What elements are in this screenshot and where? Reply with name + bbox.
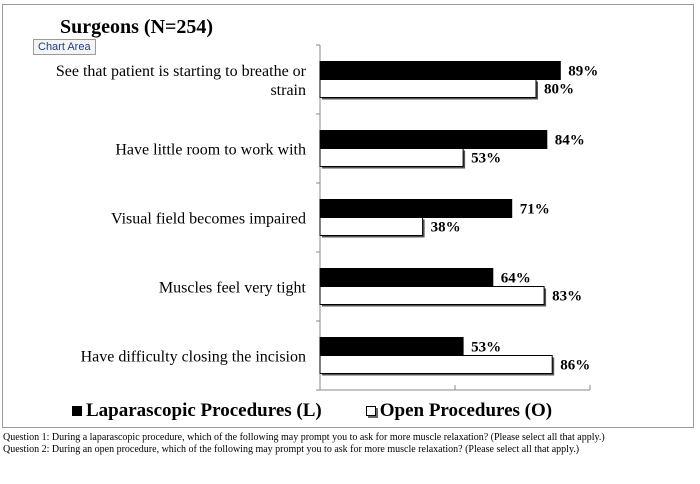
- data-label-open: 53%: [471, 151, 501, 167]
- category-label: strain: [270, 82, 306, 99]
- legend-swatch-laparoscopic: [72, 406, 82, 416]
- chart-title: Surgeons (N=254): [60, 16, 214, 38]
- bar-laparoscopic: [319, 337, 464, 356]
- bar-open: [319, 79, 537, 98]
- bar-laparoscopic: [319, 130, 548, 149]
- legend: Laparascopic Procedures (L) Open Procedu…: [72, 398, 672, 424]
- legend-item-open: Open Procedures (O): [365, 400, 553, 422]
- data-label-laparoscopic: 84%: [555, 133, 585, 149]
- footnote-question-1: Question 1: During a laparascopic proced…: [3, 432, 605, 443]
- bar-laparoscopic: [319, 199, 513, 218]
- data-label-open: 38%: [431, 220, 461, 236]
- data-label-open: 86%: [560, 358, 590, 374]
- data-label-laparoscopic: 53%: [471, 340, 501, 356]
- legend-label-laparoscopic: Laparascopic Procedures (L): [86, 400, 322, 421]
- legend-label-open: Open Procedures (O): [379, 400, 553, 421]
- legend-swatch-open: [365, 406, 376, 416]
- category-label: Muscles feel very tight: [159, 280, 307, 297]
- category-label: Visual field becomes impaired: [111, 211, 306, 228]
- legend-item-laparoscopic: Laparascopic Procedures (L): [72, 400, 322, 422]
- data-label-open: 83%: [552, 289, 582, 305]
- chart-area-tooltip: Chart Area: [33, 39, 96, 55]
- data-label-open: 80%: [544, 82, 574, 98]
- bar-laparoscopic: [319, 61, 561, 80]
- bar-open: [319, 355, 553, 374]
- data-label-laparoscopic: 89%: [568, 64, 598, 80]
- bar-open: [319, 148, 464, 167]
- bar-open: [319, 286, 545, 305]
- bar-open: [319, 217, 424, 236]
- footnote-question-2: Question 2: During an open procedure, wh…: [3, 444, 580, 455]
- category-label: Have difficulty closing the incision: [81, 349, 306, 366]
- category-label: See that patient is starting to breathe …: [56, 63, 307, 80]
- footnotes: Question 1: During a laparascopic proced…: [3, 432, 693, 456]
- data-label-laparoscopic: 64%: [501, 271, 531, 287]
- data-label-laparoscopic: 71%: [520, 202, 550, 218]
- bar-laparoscopic: [319, 268, 494, 287]
- plot-area: See that patient is starting to breathe …: [56, 44, 598, 391]
- category-label: Have little room to work with: [115, 142, 306, 159]
